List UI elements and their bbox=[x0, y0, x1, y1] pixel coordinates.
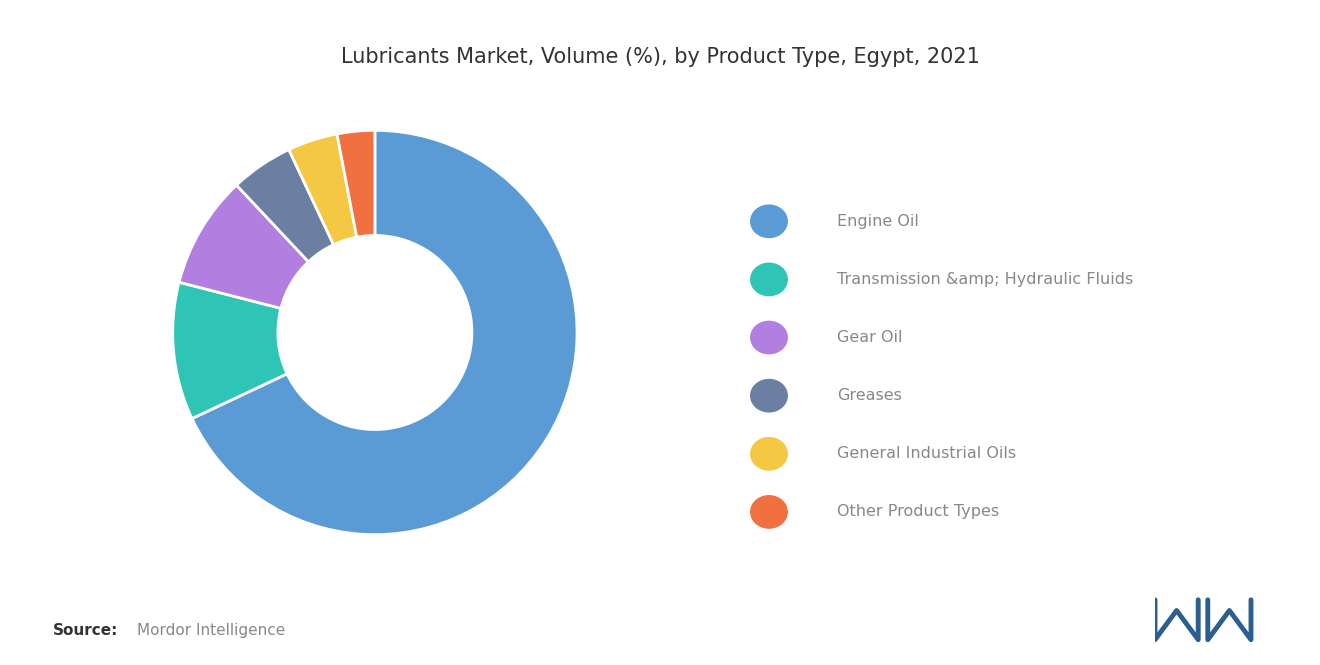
Wedge shape bbox=[173, 282, 286, 418]
Wedge shape bbox=[337, 130, 375, 237]
Text: Greases: Greases bbox=[837, 388, 903, 403]
Text: Mordor Intelligence: Mordor Intelligence bbox=[137, 623, 285, 638]
Text: Lubricants Market, Volume (%), by Product Type, Egypt, 2021: Lubricants Market, Volume (%), by Produc… bbox=[341, 47, 979, 66]
Circle shape bbox=[751, 263, 787, 296]
Text: Transmission &amp; Hydraulic Fluids: Transmission &amp; Hydraulic Fluids bbox=[837, 272, 1134, 287]
Text: Other Product Types: Other Product Types bbox=[837, 505, 999, 519]
Circle shape bbox=[751, 380, 787, 412]
Wedge shape bbox=[289, 134, 356, 245]
Wedge shape bbox=[191, 130, 577, 535]
Wedge shape bbox=[236, 150, 334, 262]
Text: Gear Oil: Gear Oil bbox=[837, 330, 903, 345]
Text: Source:: Source: bbox=[53, 623, 119, 638]
Wedge shape bbox=[180, 185, 309, 309]
Text: General Industrial Oils: General Industrial Oils bbox=[837, 446, 1016, 462]
Text: Engine Oil: Engine Oil bbox=[837, 214, 919, 229]
Circle shape bbox=[751, 438, 787, 470]
Circle shape bbox=[751, 321, 787, 354]
Circle shape bbox=[751, 205, 787, 237]
Circle shape bbox=[751, 495, 787, 528]
